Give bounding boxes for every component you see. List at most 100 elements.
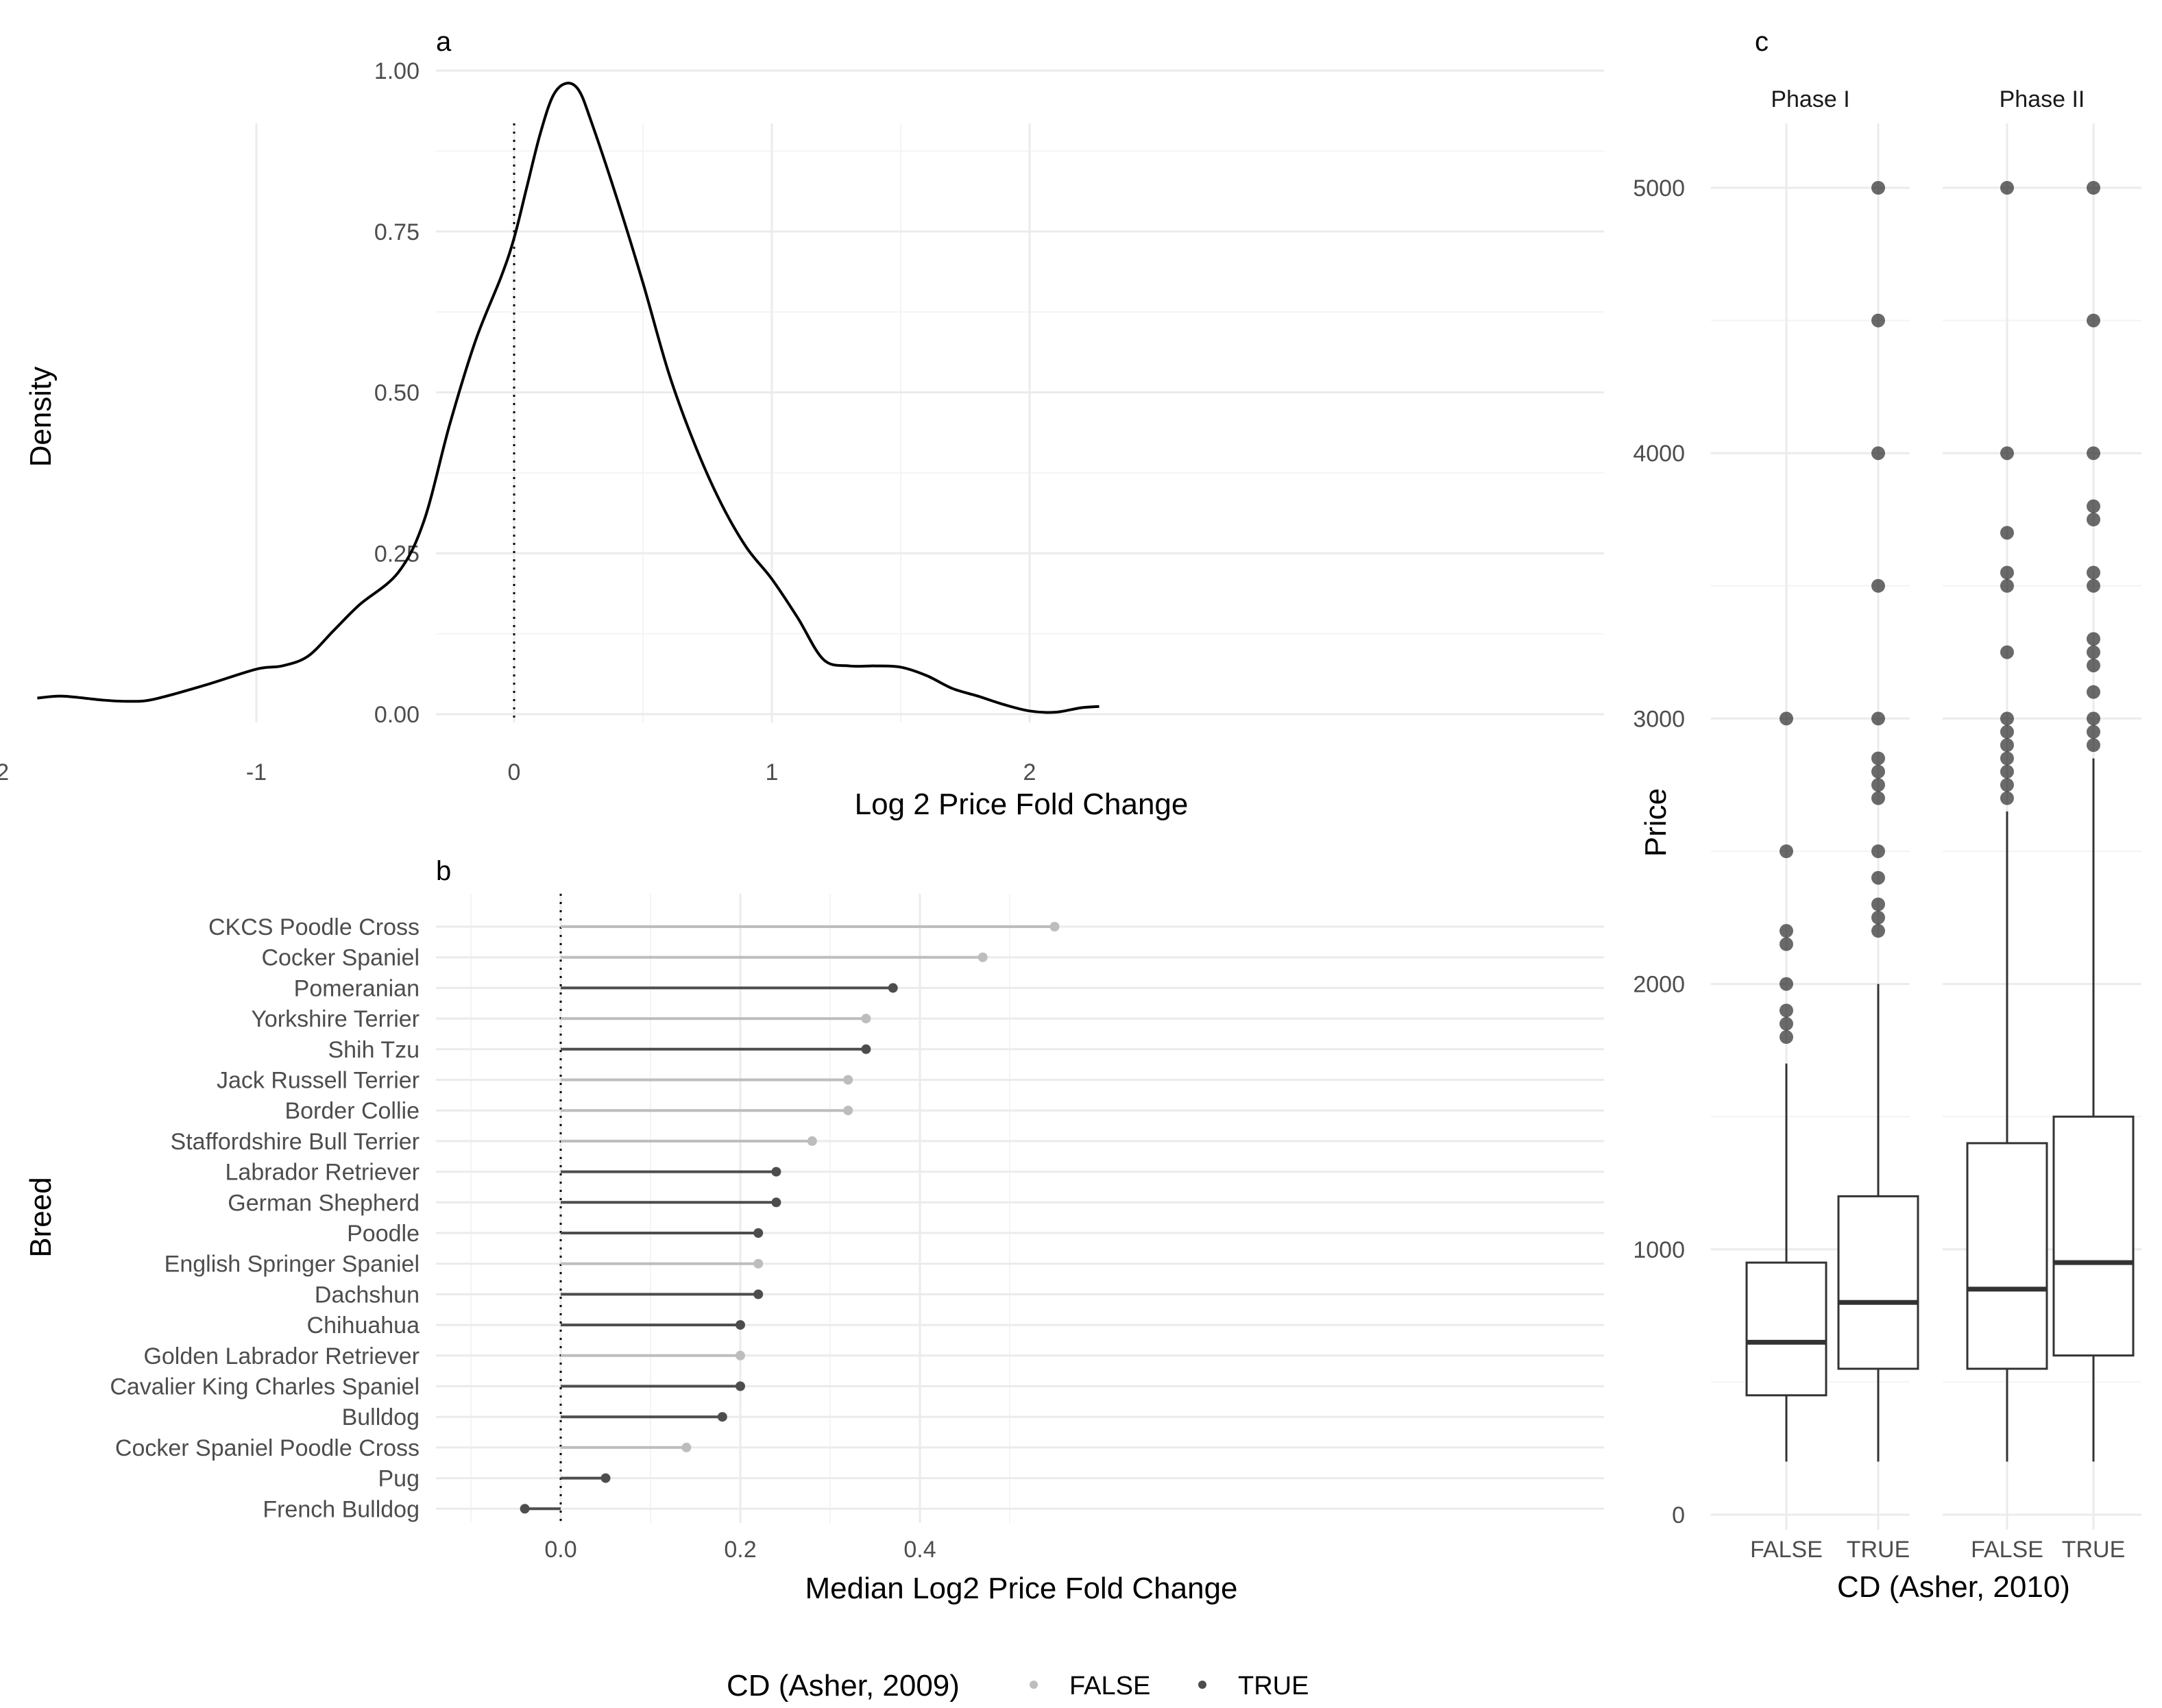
y-tick-label: 5000 <box>1633 175 1685 202</box>
outlier-point <box>2000 778 2014 792</box>
outlier-point <box>2000 565 2014 580</box>
breed-label: Labrador Retriever <box>226 1160 420 1186</box>
facet-strip-label: Phase I <box>1771 86 1849 112</box>
lollipop-point <box>681 1442 692 1452</box>
outlier-point <box>2000 526 2014 540</box>
outlier-point <box>1780 1030 1793 1045</box>
outlier-point <box>1871 313 1885 328</box>
outlier-point <box>2000 751 2014 766</box>
outlier-point <box>2000 578 2014 593</box>
lollipop-point <box>753 1228 764 1238</box>
panel-c-y-axis-title: Price <box>1639 788 1673 857</box>
panel-c: c 0 1000 2000 3000 4000 5000 Phase I FALSE TRUE P… <box>1633 27 2141 1604</box>
outlier-point <box>2000 645 2014 659</box>
facet-strip-label: Phase II <box>2000 86 2085 112</box>
outlier-point <box>2087 181 2100 195</box>
x-tick-label: FALSE <box>1971 1537 2043 1563</box>
outlier-point <box>2087 446 2100 461</box>
outlier-point <box>1871 924 1885 938</box>
lollipop-point <box>771 1167 781 1177</box>
outlier-point <box>1871 181 1885 195</box>
x-tick-label: 2 <box>1023 759 1036 785</box>
panel-c-ticks: 0 1000 2000 3000 4000 5000 Phase I FALSE TRUE Pha… <box>1633 86 2125 1563</box>
lollipop-point <box>753 1289 764 1300</box>
x-tick-label: TRUE <box>2062 1537 2126 1563</box>
breed-label: Golden Labrador Retriever <box>143 1343 420 1369</box>
lollipop-point <box>888 983 898 993</box>
y-tick-label: 1.00 <box>374 58 420 84</box>
outlier-point <box>2000 764 2014 779</box>
breed-label: Border Collie <box>284 1098 420 1124</box>
panel-b-lollipops <box>520 922 1060 1514</box>
legend: CD (Asher, 2009) FALSE TRUE <box>727 1669 1309 1703</box>
breed-label: Shih Tzu <box>328 1037 420 1063</box>
panel-c-x-axis-title: CD (Asher, 2010) <box>1837 1570 2070 1604</box>
x-tick-label: -2 <box>0 759 9 785</box>
outlier-point <box>1780 844 1793 858</box>
panel-a-grid <box>255 69 1604 722</box>
breed-label: CKCS Poodle Cross <box>208 914 420 940</box>
outlier-point <box>2087 313 2100 328</box>
y-tick-label: 0.50 <box>374 380 420 406</box>
outlier-point <box>2087 658 2100 672</box>
breed-label: English Springer Spaniel <box>165 1252 420 1278</box>
x-tick-label: 0.2 <box>724 1537 756 1563</box>
panel-b-x-axis-title: Median Log2 Price Fold Change <box>805 1572 1237 1605</box>
panel-a: a -2 -1 0 1 2 0.00 0.25 0.50 0.75 1.00 Log 2 Pric… <box>0 27 1604 821</box>
lollipop-point <box>1049 922 1060 931</box>
y-tick-label: 3000 <box>1633 706 1685 732</box>
lollipop-point <box>753 1258 764 1269</box>
lollipop-point <box>861 1014 871 1024</box>
legend-title: CD (Asher, 2009) <box>727 1669 960 1703</box>
outlier-point <box>1780 937 1793 951</box>
breed-label: Dachshun <box>315 1282 420 1308</box>
lollipop-point <box>736 1381 745 1391</box>
density-curve <box>37 82 1100 714</box>
breed-label: Bulldog <box>342 1404 420 1430</box>
x-tick-label: -1 <box>246 759 267 785</box>
panel-b-label: b <box>436 856 451 886</box>
lollipop-point <box>736 1350 745 1361</box>
outlier-point <box>1871 778 1885 792</box>
outlier-point <box>2087 724 2100 739</box>
breed-label: Poodle <box>347 1221 420 1247</box>
outlier-point <box>2087 738 2100 753</box>
x-tick-label: 1 <box>766 759 779 785</box>
x-tick-label: 0 <box>508 759 521 785</box>
legend-key-false <box>1030 1681 1038 1689</box>
outlier-point <box>2087 499 2100 513</box>
y-tick-label: 0.25 <box>374 541 420 567</box>
x-tick-label: 0.0 <box>544 1537 576 1563</box>
outlier-point <box>2087 632 2100 646</box>
lollipop-point <box>736 1320 745 1330</box>
outlier-point <box>1780 1016 1793 1031</box>
breed-label: Cocker Spaniel <box>261 945 420 971</box>
breed-label: Cocker Spaniel Poodle Cross <box>115 1435 420 1461</box>
lollipop-point <box>861 1044 871 1054</box>
breed-label: Yorkshire Terrier <box>251 1006 420 1032</box>
breed-label: French Bulldog <box>263 1496 420 1522</box>
x-tick-label: 0.4 <box>903 1537 936 1563</box>
outlier-point <box>2087 711 2100 726</box>
y-tick-label: 0.75 <box>374 219 420 245</box>
y-tick-label: 1000 <box>1633 1237 1685 1263</box>
outlier-point <box>2000 724 2014 739</box>
outlier-point <box>1871 578 1885 593</box>
outlier-point <box>1871 897 1885 912</box>
outlier-point <box>1871 910 1885 925</box>
outlier-point <box>2000 181 2014 195</box>
box <box>1745 1261 1827 1397</box>
panel-c-label: c <box>1755 27 1769 57</box>
outlier-point <box>1780 1003 1793 1018</box>
lollipop-point <box>843 1106 853 1116</box>
lollipop-point <box>977 952 988 962</box>
panel-b: b 0.0 0.2 0.4 CKCS Poodle Cross Cocker Spani… <box>24 856 1604 1605</box>
lollipop-point <box>600 1473 611 1483</box>
lollipop-point <box>807 1136 817 1146</box>
x-tick-label: FALSE <box>1750 1537 1823 1563</box>
outlier-point <box>1871 711 1885 726</box>
box <box>1966 1142 2048 1370</box>
outlier-point <box>1871 870 1885 885</box>
outlier-point <box>1871 446 1885 461</box>
